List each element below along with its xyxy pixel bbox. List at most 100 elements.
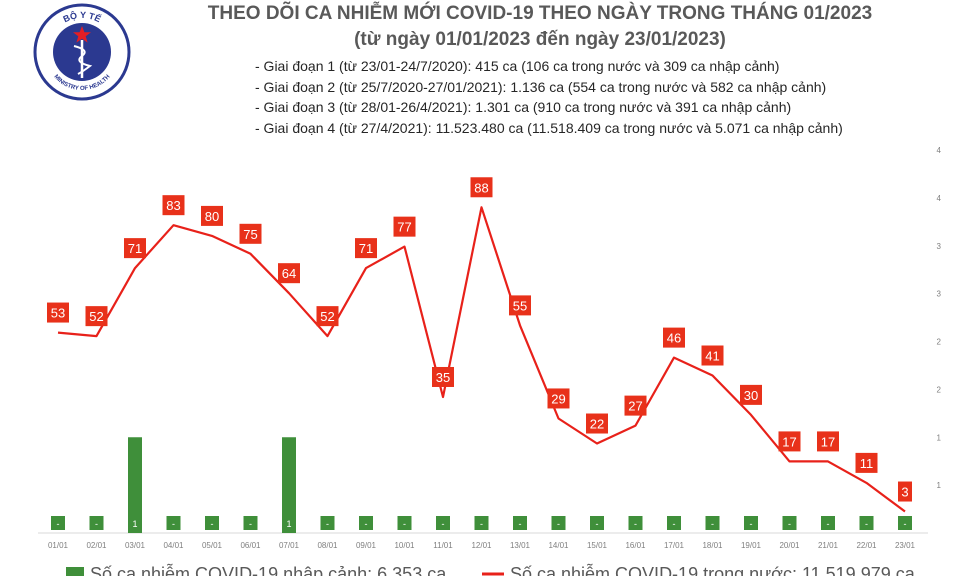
legend-line-label: Số ca nhiễm COVID-19 trong nước: 11.519.…	[510, 563, 916, 576]
line-label-box	[201, 205, 223, 226]
bar-data-label: 1	[132, 519, 137, 529]
right-axis-tick-label: 4	[937, 146, 942, 155]
line-data-label: 22	[590, 417, 604, 432]
line-data-label: 3	[901, 485, 908, 500]
phase-notes: - Giai đoạn 1 (từ 23/01-24/7/2020): 415 …	[255, 56, 843, 138]
legend: Số ca nhiễm COVID-19 nhập cảnh: 6.353 ca…	[66, 563, 916, 576]
bar-label-box	[898, 516, 912, 530]
line-series	[57, 206, 906, 513]
line-label-box	[701, 345, 724, 366]
line-label-box	[239, 223, 262, 244]
line-label-box	[432, 366, 454, 387]
line-label-box	[624, 395, 647, 416]
line-data-label: 11	[860, 456, 874, 471]
line-label-box	[547, 388, 570, 409]
bar-label-box	[282, 516, 296, 530]
x-tick-label: 13/01	[510, 541, 531, 550]
line-label-box	[898, 481, 912, 502]
right-axis-tick-label: 2	[937, 338, 942, 347]
line-label-box	[85, 306, 108, 327]
bar-label-box	[359, 516, 373, 530]
bar-data-label: -	[673, 519, 676, 529]
x-tick-label: 06/01	[240, 541, 261, 550]
star-icon	[73, 26, 91, 43]
line-data-label: 52	[89, 309, 103, 324]
bar-data-label: 1	[286, 519, 291, 529]
x-tick-label: 19/01	[741, 541, 762, 550]
bar-data-label: -	[827, 519, 830, 529]
bar-data-label: -	[95, 519, 98, 529]
x-tick-label: 20/01	[779, 541, 800, 550]
line-label-box	[393, 216, 416, 237]
x-tick-label: 08/01	[317, 541, 338, 550]
bar-label-box	[859, 516, 874, 530]
bar-data-label: -	[596, 519, 599, 529]
x-tick-label: 01/01	[48, 541, 69, 550]
line-data-label: 17	[821, 434, 835, 449]
x-tick-label: 21/01	[818, 541, 839, 550]
bar-data-label: -	[557, 519, 560, 529]
bar	[282, 437, 296, 533]
bar-data-label: -	[711, 519, 714, 529]
bar-label-box	[705, 516, 720, 530]
bar-label-box	[513, 516, 527, 530]
line-data-labels: 53 52 71 83 80 75 64 52 71 77 35 88 55 29 22 27 46 41 30 17…	[47, 177, 912, 502]
bar-label-box	[205, 516, 219, 530]
bar-data-label: -	[403, 519, 406, 529]
bar-data-label: -	[57, 519, 60, 529]
legend-bar-label: Số ca nhiễm COVID-19 nhập cảnh: 6.353 ca	[90, 563, 447, 576]
line-label-box	[663, 327, 685, 348]
x-tick-label: 22/01	[856, 541, 877, 550]
x-tick-label: 17/01	[664, 541, 685, 550]
line-data-label: 88	[474, 180, 488, 195]
logo-text-top: BỘ Y TẾ	[62, 9, 103, 24]
x-tick-label: 18/01	[702, 541, 723, 550]
x-tick-label: 05/01	[202, 541, 223, 550]
line-label-box	[278, 263, 300, 284]
bar-label-box	[667, 516, 681, 530]
bar-label-box	[474, 516, 489, 530]
bar-data-label: -	[442, 519, 445, 529]
chart-subtitle: (từ ngày 01/01/2023 đến ngày 23/01/2023)	[354, 29, 726, 50]
x-tick-label: 07/01	[279, 541, 300, 550]
line-data-label: 17	[782, 434, 796, 449]
phase-note-2: - Giai đoạn 2 (từ 25/7/2020-27/01/2021):…	[255, 78, 827, 95]
line-label-box	[470, 177, 493, 198]
bar-data-label: -	[865, 519, 868, 529]
line-data-label: 55	[513, 298, 527, 313]
line-data-label: 75	[243, 227, 257, 242]
right-axis-tick-label: 3	[937, 242, 942, 251]
bar-data-label: -	[750, 519, 753, 529]
bar-data-label: -	[365, 519, 368, 529]
line-data-label: 35	[436, 370, 450, 385]
bar-label-box	[590, 516, 604, 530]
x-tick-label: 15/01	[587, 541, 608, 550]
line-data-label: 30	[744, 388, 758, 403]
line-data-label: 71	[128, 241, 142, 256]
right-axis-tick-label: 2	[937, 385, 942, 394]
bar-label-box	[89, 516, 104, 530]
x-axis: 01/01 02/01 03/01 04/01 05/01 06/01 07/01 08/01…	[48, 541, 916, 550]
x-tick-label: 14/01	[548, 541, 569, 550]
bar-label-box	[243, 516, 258, 530]
bar-data-label: -	[211, 519, 214, 529]
bar-data-label: -	[634, 519, 637, 529]
bar-data-label: -	[788, 519, 791, 529]
bar-label-box	[821, 516, 835, 530]
phase-note-3: - Giai đoạn 3 (từ 28/01-26/4/2021): 1.30…	[255, 99, 792, 115]
snake-icon	[73, 45, 93, 75]
line-data-label: 64	[282, 266, 296, 281]
bar-label-box	[551, 516, 566, 530]
x-tick-label: 10/01	[394, 541, 415, 550]
right-axis: 1 1 2 2 3 3 4 4	[937, 146, 942, 490]
bar-label-box	[166, 516, 181, 530]
bar-label-box	[397, 516, 412, 530]
bar-data-label: -	[480, 519, 483, 529]
line-data-label: 52	[320, 309, 334, 324]
line-data-label: 77	[397, 220, 411, 235]
bar-data-label: -	[172, 519, 175, 529]
x-tick-label: 12/01	[471, 541, 492, 550]
x-tick-label: 11/01	[433, 541, 453, 550]
bar	[128, 437, 142, 533]
